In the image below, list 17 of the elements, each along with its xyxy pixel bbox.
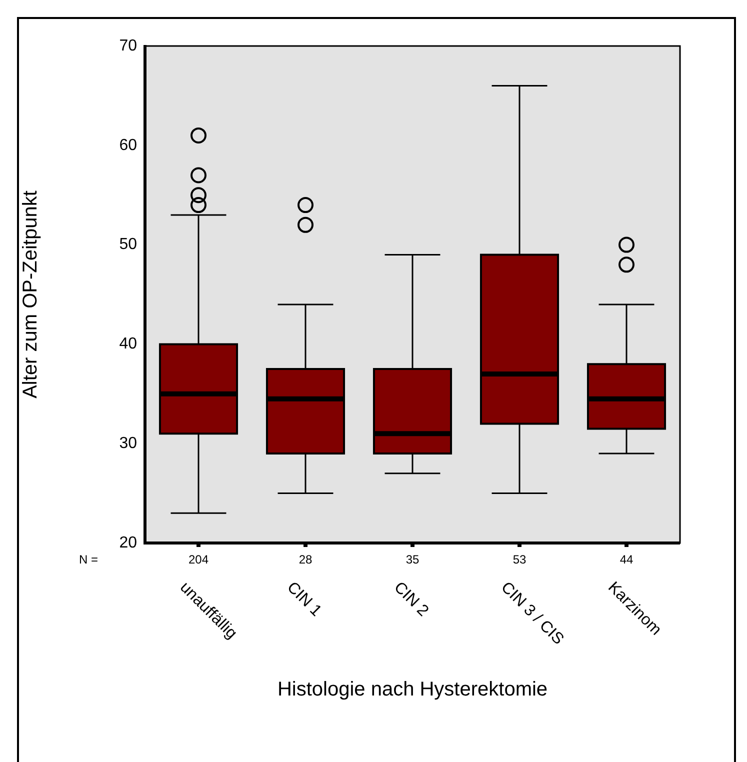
- y-tick-label: 40: [119, 336, 138, 353]
- y-tick-label: 30: [119, 435, 138, 452]
- y-tick-label: 50: [119, 236, 138, 254]
- text: 44: [620, 552, 634, 566]
- text: N =: [79, 552, 98, 566]
- x-tick-label: CIN 1: [284, 578, 325, 620]
- text: 28: [298, 552, 312, 566]
- x-tick-label: CIN 2: [390, 578, 432, 620]
- y-axis-title: Alter zum OP-Zeitpunkt: [20, 190, 42, 398]
- y-tick-label: 20: [119, 534, 138, 552]
- x-axis-title: Histologie nach Hysterektomie: [277, 678, 548, 701]
- y-tick-label: 70: [119, 37, 138, 54]
- text: 35: [406, 552, 420, 566]
- x-tick-label: CIN 3 / CIS: [498, 578, 567, 648]
- text: 204: [188, 552, 209, 566]
- text: 53: [512, 552, 526, 566]
- y-tick-label: 60: [119, 136, 138, 154]
